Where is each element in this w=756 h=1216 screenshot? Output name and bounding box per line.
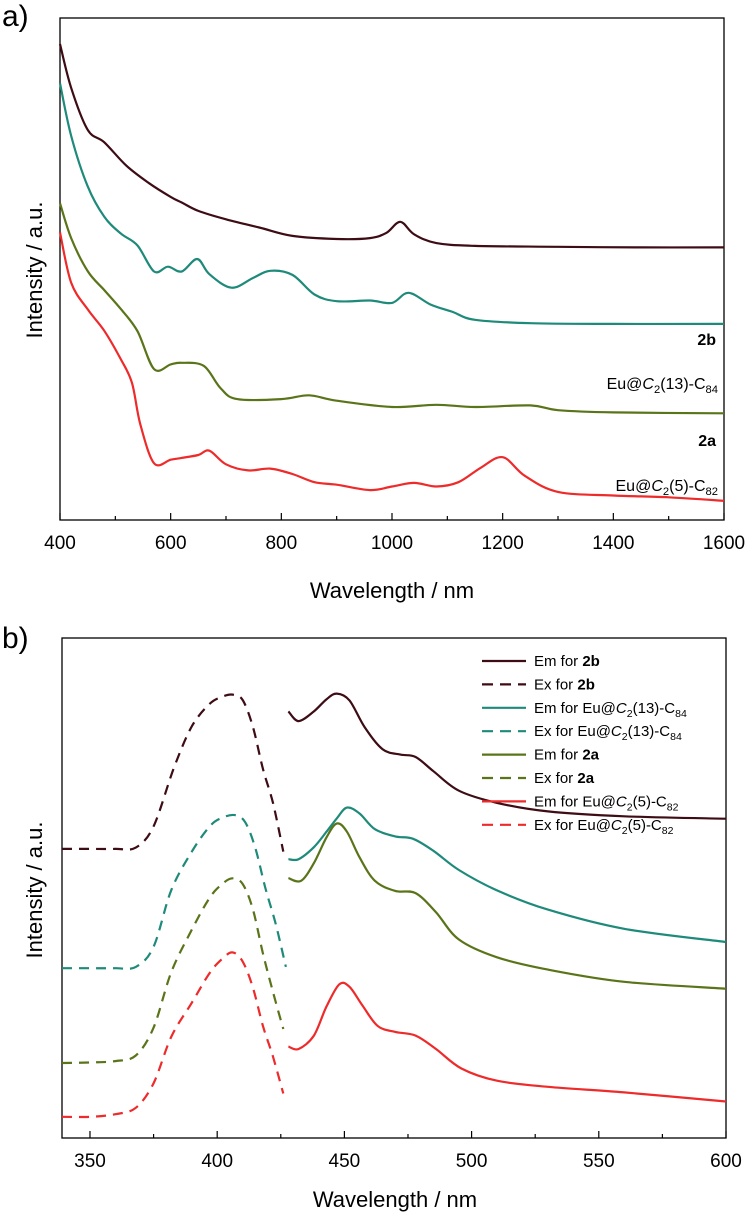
panel-b-x-ticks: [89, 1131, 727, 1138]
panel-b-label: b): [2, 622, 29, 655]
panel-a-series-labels: 2b Eu@C2(13)-C84 2a Eu@C2(5)-C82: [607, 332, 718, 498]
panel-a-x-axis-title: Wavelength / nm: [310, 578, 474, 603]
panel-a-x-tick-labels: 400 600 800 1000 1200 1400 1600: [44, 533, 745, 554]
x-tick-label: 500: [456, 1151, 488, 1172]
series-line-ex-for-eu-at-c2-13-c84: [61, 813, 287, 970]
series-label-eu-at-c2-5-c82: Eu@C2(5)-C82: [616, 478, 719, 498]
series-line-2a: [58, 202, 725, 415]
panel-a-plot-frame: [59, 17, 725, 521]
x-tick-label: 800: [265, 533, 297, 554]
panel-b-series: [61, 692, 727, 1119]
series-line-em-for-eu-at-c2-5-c82: [288, 981, 727, 1103]
series-line-em-for-2b: [287, 692, 727, 820]
series-line-em-for-2a: [288, 822, 727, 990]
x-tick-label: 600: [710, 1151, 742, 1172]
panel-a-y-axis-title: Intensity / a.u.: [22, 202, 47, 339]
x-tick-label: 400: [201, 1151, 233, 1172]
panel-b-y-axis-title: Intensity / a.u.: [22, 822, 47, 959]
panel-a-chart: 400 600 800 1000 1200 1400 1600 2b Eu@C2(13)-C8…: [44, 17, 745, 554]
panel-a-x-ticks: [59, 513, 725, 520]
series-line-eu-at-c2-5-c82: [58, 232, 725, 502]
x-tick-label: 450: [329, 1151, 361, 1172]
x-tick-label: 1200: [482, 533, 524, 554]
panel-b-x-axis-title: Wavelength / nm: [313, 1187, 477, 1212]
panel-b-x-tick-labels: 350 400 450 500 550 600: [74, 1151, 742, 1172]
x-tick-label: 1600: [703, 533, 745, 554]
x-tick-label: 550: [583, 1151, 615, 1172]
x-tick-label: 600: [155, 533, 187, 554]
series-line-em-for-eu-at-c2-13-c84: [288, 806, 727, 944]
legend-label-ex-for-eu-at-c2-5-c82: Ex for Eu@C2(5)-C82: [534, 817, 674, 837]
legend-label-em-for-eu-at-c2-5-c82: Em for Eu@C2(5)-C82: [534, 793, 679, 813]
series-label-2b: 2b: [697, 332, 716, 349]
series-line-ex-for-eu-at-c2-5-c82: [61, 951, 285, 1119]
series-line-ex-for-2b: [62, 693, 285, 852]
panel-a-label: a): [2, 0, 29, 33]
series-line-ex-for-2a: [61, 877, 285, 1065]
legend-label-ex-for-2a: Ex for 2a: [534, 770, 595, 787]
series-label-2a: 2a: [698, 433, 716, 450]
legend-label-em-for-2b: Em for 2b: [534, 653, 600, 670]
series-line-eu-at-c2-13-c84: [58, 82, 725, 326]
x-tick-label: 400: [44, 533, 76, 554]
x-tick-label: 350: [74, 1151, 106, 1172]
legend-label-em-for-eu-at-c2-13-c84: Em for Eu@C2(13)-C84: [534, 700, 687, 720]
legend-label-ex-for-eu-at-c2-13-c84: Ex for Eu@C2(13)-C84: [534, 723, 682, 743]
legend-label-ex-for-2b: Ex for 2b: [534, 676, 595, 693]
x-tick-label: 1000: [371, 533, 413, 554]
panel-b-legend: Em for 2b Ex for 2b Em for Eu@C2(13)-C84 Ex…: [482, 653, 687, 837]
series-label-eu-at-c2-13-c84: Eu@C2(13)-C84: [607, 376, 718, 396]
x-tick-label: 1400: [592, 533, 634, 554]
legend-label-em-for-2a: Em for 2a: [534, 747, 600, 764]
panel-a-series: [58, 43, 725, 502]
panel-b-plot-frame: [61, 637, 727, 1139]
series-line-2b: [58, 43, 725, 249]
